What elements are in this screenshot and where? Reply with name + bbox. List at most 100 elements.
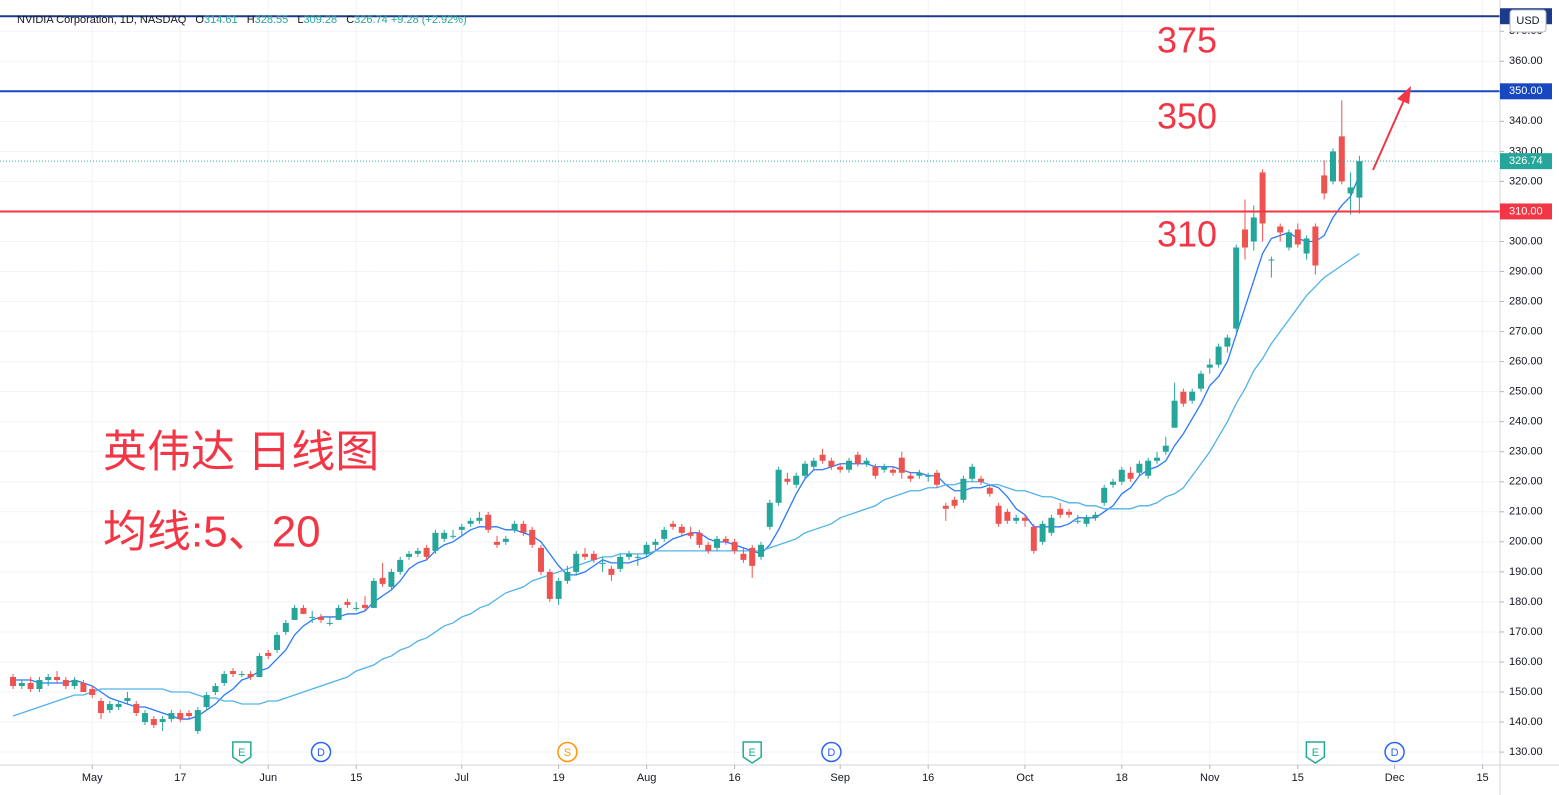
candle-body: [757, 544, 764, 557]
candle-body: [362, 604, 369, 608]
candle-body: [27, 683, 34, 690]
level-badge: [1500, 83, 1552, 100]
candle-body: [749, 547, 756, 566]
y-tick-label: 200.00: [1509, 536, 1543, 548]
x-tick-label: 15: [1292, 772, 1304, 784]
candle-body: [318, 616, 325, 620]
candle-body: [494, 541, 501, 545]
y-tick-label: 230.00: [1509, 446, 1543, 458]
candle-body: [1259, 172, 1266, 224]
candle-body: [1268, 259, 1275, 261]
candle-body: [766, 502, 773, 527]
candle-body: [1285, 232, 1292, 248]
candle-body: [98, 701, 105, 714]
candle-body: [326, 622, 333, 624]
candle-body: [1303, 238, 1310, 254]
candle-body: [898, 457, 905, 473]
x-tick-label: Jun: [259, 772, 277, 784]
candle-body: [1136, 463, 1143, 473]
candle-body: [634, 556, 641, 558]
x-tick-label: Oct: [1016, 772, 1033, 784]
candle-body: [546, 571, 553, 599]
x-tick-label: Nov: [1200, 772, 1220, 784]
candle-body: [714, 538, 721, 548]
candle-body: [1021, 517, 1028, 521]
candle-body: [80, 683, 87, 693]
candle-body: [661, 529, 668, 539]
candle-body: [309, 616, 316, 618]
candle-body: [71, 680, 78, 687]
candle-body: [722, 538, 729, 542]
y-tick-label: 300.00: [1509, 235, 1543, 247]
candle-body: [731, 541, 738, 551]
candle-body: [881, 466, 888, 470]
candle-body: [1171, 400, 1178, 428]
event-label: S: [564, 747, 571, 759]
candle-body: [933, 472, 940, 485]
y-tick-label: 220.00: [1509, 476, 1543, 488]
candle-body: [106, 704, 113, 711]
candle-body: [801, 463, 808, 476]
candle-body: [1347, 187, 1354, 194]
legend-header: NVIDIA Corporation, 1D, NASDAQ O314.61 H…: [17, 14, 467, 26]
candle-body: [370, 580, 377, 608]
candle-body: [168, 713, 175, 720]
candle-body: [942, 505, 949, 509]
candle-body: [872, 466, 879, 476]
candle-body: [467, 520, 474, 524]
event-marker: [742, 741, 762, 764]
candle-body: [423, 547, 430, 557]
candle-body: [1224, 337, 1231, 347]
candle-body: [1101, 487, 1108, 503]
candle-body: [854, 454, 861, 464]
candle-body: [845, 460, 852, 470]
candle-body: [837, 466, 844, 470]
candle-body: [353, 607, 360, 609]
candle-body: [1109, 481, 1116, 485]
x-tick-label: 18: [1116, 772, 1128, 784]
note-title: 英伟达 日线图: [103, 428, 379, 477]
candle-body: [256, 655, 263, 677]
event-label: D: [1391, 747, 1399, 759]
candle-body: [124, 698, 131, 702]
candle-body: [925, 475, 932, 477]
candle-body: [54, 676, 61, 680]
ohlc-value: 314.61: [203, 14, 238, 26]
candle-body: [1030, 526, 1037, 551]
candle-body: [889, 469, 896, 473]
candle-body: [414, 550, 421, 554]
y-tick-label: 250.00: [1509, 386, 1543, 398]
candle-body: [186, 713, 193, 717]
candle-body: [520, 523, 527, 533]
candle-body: [652, 541, 659, 545]
y-tick-label: 150.00: [1509, 686, 1543, 698]
candle-body: [291, 607, 298, 620]
candle-body: [450, 535, 457, 537]
candle-body: [582, 553, 589, 557]
event-marker: [1384, 741, 1405, 763]
candle-body: [194, 710, 201, 732]
x-tick-label: Jul: [455, 772, 469, 784]
event-marker: [232, 741, 252, 764]
candle-body: [617, 556, 624, 569]
candle-body: [115, 704, 122, 708]
level-note: 375: [1157, 20, 1217, 61]
candle-body: [89, 689, 96, 696]
candle-body: [142, 713, 149, 723]
x-tick-label: 15: [350, 772, 362, 784]
candle-body: [1189, 391, 1196, 401]
candle-body: [221, 673, 228, 684]
event-marker: [557, 741, 578, 763]
candle-body: [379, 577, 386, 584]
candle-body: [18, 683, 25, 687]
candle-body: [432, 532, 439, 551]
candle-body: [177, 713, 184, 720]
candle-body: [916, 472, 923, 476]
candle-body: [1321, 175, 1328, 194]
candle-body: [1004, 511, 1011, 521]
y-tick-label: 160.00: [1509, 656, 1543, 668]
event-label: E: [749, 747, 756, 759]
arrow-head: [1397, 86, 1411, 104]
y-tick-label: 240.00: [1509, 416, 1543, 428]
